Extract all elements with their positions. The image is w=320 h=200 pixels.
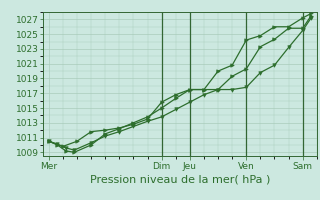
X-axis label: Pression niveau de la mer( hPa ): Pression niveau de la mer( hPa ) bbox=[90, 175, 270, 185]
